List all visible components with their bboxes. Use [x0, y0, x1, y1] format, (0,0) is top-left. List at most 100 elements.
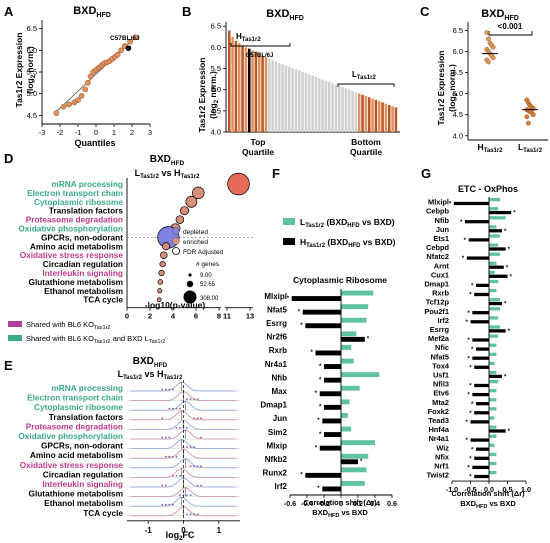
panel-g-significance: * — [467, 356, 470, 362]
panel-g-significance: * — [471, 347, 474, 353]
panel-b-bars — [228, 30, 398, 133]
panel-b-low-bracket — [337, 83, 395, 87]
panel-g-bar-l — [489, 298, 501, 302]
panel-e-point — [164, 484, 167, 487]
panel-e-point — [186, 494, 188, 496]
panel-a-annotation: C57BL/6J — [110, 35, 140, 42]
panel-b-bar — [394, 107, 398, 132]
panel-b-bar — [278, 63, 281, 132]
panel-e-point — [172, 475, 174, 477]
panel-g-bar-l — [489, 470, 497, 475]
panel-a-xlabel: Quantiles — [74, 138, 115, 148]
panel-b-high-bracket — [230, 43, 291, 47]
panel-g-bar-l — [489, 307, 501, 311]
panel-d-term-label: Electron transport chain — [27, 188, 123, 198]
panel-d-axes: 0 2 4 6 8 11 13 — [125, 178, 254, 321]
panel-f-subtitle: Cytoplasmic Ribosome — [293, 275, 387, 285]
panel-b-bar — [308, 74, 311, 132]
panel-b-bar — [338, 85, 341, 132]
panel-f-bar-h — [324, 364, 341, 369]
panel-g-bar-l — [489, 461, 497, 466]
panel-b-bar — [331, 83, 334, 132]
panel-a-title: BXDHFD — [73, 5, 111, 19]
panel-c-point — [526, 120, 531, 126]
panel-g-bar-l — [489, 389, 497, 393]
panel-a-ytick-label: 5.0 — [27, 89, 37, 98]
panel-e-point — [196, 465, 199, 468]
panel-b-bar — [361, 94, 364, 132]
panel-g-category-label: Hnf4a — [428, 425, 449, 434]
panel-g-xlabel-2: BXDHFD vs BXD — [460, 499, 516, 510]
panel-b-bar — [274, 61, 278, 132]
panel-f-bar-h — [324, 377, 341, 383]
panel-d-point — [192, 186, 205, 200]
panel-g-bar-l — [489, 416, 495, 420]
panel-b-bar — [371, 98, 374, 132]
panel-c-xtick-l: LTas1r2 — [518, 142, 543, 154]
panel-d-point — [175, 215, 185, 224]
panel-b-xlabel-left-2: Quartile — [242, 147, 274, 157]
panel-e-ridge — [130, 477, 237, 488]
panel-f-legend-l-swatch — [283, 218, 295, 225]
panel-g-significance: * — [469, 411, 472, 417]
panel-e-point — [189, 513, 192, 516]
panel-b-bar — [238, 43, 241, 132]
panel-e-xtick-label: 1 — [217, 526, 222, 535]
panel-e-point — [164, 503, 167, 506]
panel-g-significance: * — [471, 447, 474, 453]
panel-g-bar-h — [489, 229, 502, 233]
panel-f-category-label: Mlxipl — [264, 292, 287, 301]
panel-g-bar-h — [489, 301, 502, 306]
panel-b-bar — [268, 58, 271, 132]
panel-g-category-label: Cux1 — [431, 270, 449, 279]
panel-d-point — [158, 269, 165, 277]
panel-e-point — [161, 503, 164, 506]
panel-c-title: BXDHFD — [481, 8, 519, 22]
panel-b-xlabel-left-1: Top — [251, 137, 266, 147]
panel-f-xtick-label: 0 — [339, 499, 343, 508]
panel-b-bar — [341, 87, 344, 132]
panel-e-point — [161, 388, 164, 391]
panel-e-point — [196, 513, 199, 516]
panel-e-point — [168, 503, 171, 506]
panel-f-category-label: Sim2 — [268, 428, 288, 437]
panel-a-point — [127, 38, 134, 45]
panel-g-significance: * — [467, 465, 470, 471]
panel-g-bar-l — [489, 352, 497, 356]
panel-g-bar-h — [472, 356, 489, 360]
panel-d-point — [159, 260, 166, 268]
panel-g-bar-l — [489, 379, 499, 384]
panel-g-category-label: Ets1 — [433, 234, 449, 243]
panel-d-xtick-label: 8 — [217, 312, 221, 321]
panel-g-significance: * — [469, 293, 472, 299]
panel-b-bar — [251, 50, 254, 132]
panel-e-point — [172, 455, 174, 458]
panel-f-category-label: Dmap1 — [260, 401, 287, 410]
panel-g-xlabel-1: Correlation shift (Δr) — [451, 489, 525, 498]
panel-e-term-label: Oxidative phosphorylation — [18, 431, 123, 441]
panel-a-point — [87, 73, 94, 80]
panel-d-term-label: Proteasome degradation — [26, 215, 123, 225]
panel-g-category-label: Esrrg — [430, 325, 450, 334]
panel-f-significance: * — [319, 377, 322, 383]
panel-f-category-label: Nr2f6 — [267, 333, 288, 342]
panel-g-bar-h — [489, 210, 512, 215]
panel-letter-f: F — [272, 166, 280, 181]
panel-g-significance: * — [466, 320, 469, 326]
panel-b-bar — [261, 55, 264, 132]
panel-g-bar-l — [489, 443, 495, 447]
panel-a-xtick-label: -3 — [39, 128, 46, 137]
panel-f-bar-l — [341, 345, 352, 350]
panel-f-bar-l — [341, 467, 367, 473]
panel-e-term-label: Ethanol metabolism — [44, 498, 123, 508]
panel-b-bar — [284, 65, 288, 132]
panel-e-point — [193, 446, 195, 448]
panel-g-bar-l — [489, 334, 499, 338]
panel-g-category-label: Irf2 — [437, 316, 449, 325]
panel-b-ytick-label: 6.5 — [211, 22, 221, 31]
panel-f-bar-l — [341, 399, 350, 405]
panel-b-bar — [374, 99, 378, 132]
panel-a-ytick-label: 4.5 — [27, 111, 37, 120]
panel-f-significance: * — [319, 432, 322, 438]
